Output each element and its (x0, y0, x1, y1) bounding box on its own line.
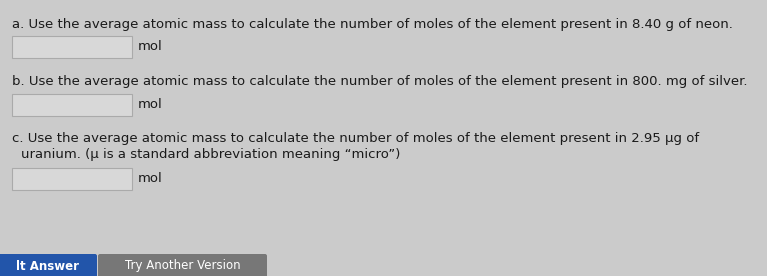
FancyBboxPatch shape (12, 94, 132, 116)
Text: mol: mol (138, 172, 163, 185)
Text: a. Use the average atomic mass to calculate the number of moles of the element p: a. Use the average atomic mass to calcul… (12, 18, 733, 31)
FancyBboxPatch shape (12, 36, 132, 58)
FancyBboxPatch shape (98, 254, 267, 276)
Text: uranium. (μ is a standard abbreviation meaning “micro”): uranium. (μ is a standard abbreviation m… (21, 148, 400, 161)
Text: c. Use the average atomic mass to calculate the number of moles of the element p: c. Use the average atomic mass to calcul… (12, 132, 700, 145)
FancyBboxPatch shape (0, 254, 97, 276)
Text: Try Another Version: Try Another Version (125, 259, 241, 272)
Text: lt Answer: lt Answer (15, 259, 78, 272)
Text: b. Use the average atomic mass to calculate the number of moles of the element p: b. Use the average atomic mass to calcul… (12, 75, 748, 88)
Text: mol: mol (138, 41, 163, 54)
Text: mol: mol (138, 99, 163, 112)
FancyBboxPatch shape (12, 168, 132, 190)
